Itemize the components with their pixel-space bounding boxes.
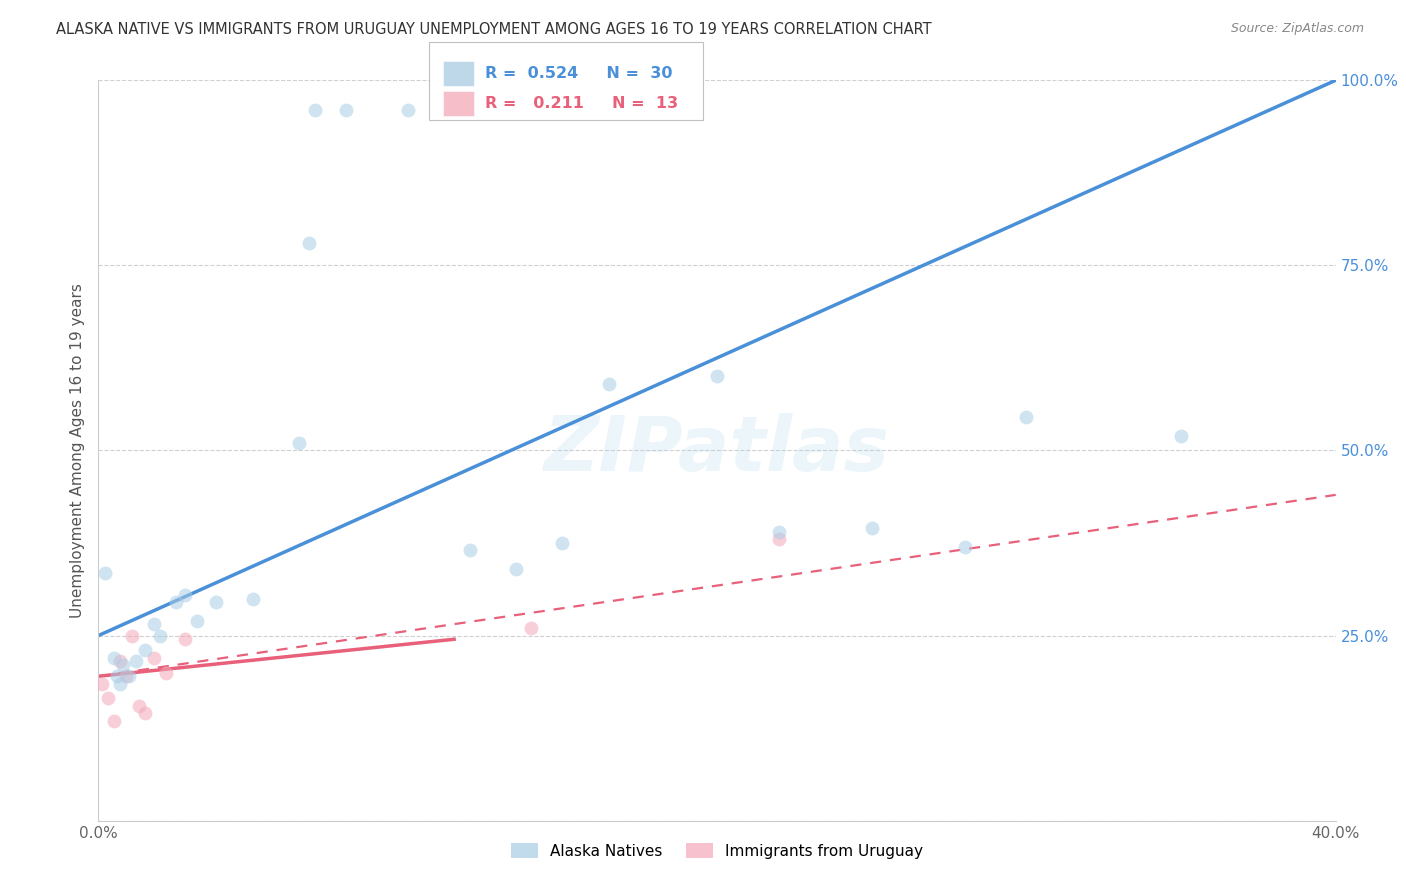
Point bbox=[205, 595, 228, 609]
Point bbox=[174, 588, 197, 602]
Point bbox=[860, 521, 883, 535]
Point bbox=[396, 103, 419, 117]
Point bbox=[298, 236, 321, 251]
Point bbox=[165, 595, 187, 609]
Text: Source: ZipAtlas.com: Source: ZipAtlas.com bbox=[1230, 22, 1364, 36]
Point bbox=[97, 691, 120, 706]
Point bbox=[520, 621, 543, 635]
Point bbox=[105, 669, 128, 683]
Point bbox=[121, 628, 143, 642]
Point bbox=[143, 617, 166, 632]
Legend: Alaska Natives, Immigrants from Uruguay: Alaska Natives, Immigrants from Uruguay bbox=[505, 837, 929, 865]
Point bbox=[174, 632, 197, 647]
Point bbox=[242, 591, 264, 606]
Point bbox=[186, 614, 208, 628]
Point bbox=[115, 669, 138, 683]
Point bbox=[108, 655, 131, 669]
Point bbox=[551, 536, 574, 550]
Point bbox=[128, 698, 150, 713]
Point bbox=[335, 103, 357, 117]
Point bbox=[103, 714, 125, 728]
Point bbox=[149, 628, 172, 642]
Point bbox=[706, 369, 728, 384]
Point bbox=[90, 676, 112, 690]
Point bbox=[134, 643, 156, 657]
Point bbox=[304, 103, 326, 117]
Point bbox=[134, 706, 156, 721]
Point bbox=[505, 562, 527, 576]
Point bbox=[768, 533, 790, 547]
Point bbox=[288, 436, 311, 450]
Point bbox=[143, 650, 166, 665]
Point bbox=[155, 665, 177, 680]
Point bbox=[458, 543, 481, 558]
Point bbox=[953, 540, 976, 554]
Point bbox=[124, 655, 146, 669]
Point bbox=[103, 650, 125, 665]
Point bbox=[598, 376, 620, 391]
Text: ALASKA NATIVE VS IMMIGRANTS FROM URUGUAY UNEMPLOYMENT AMONG AGES 16 TO 19 YEARS : ALASKA NATIVE VS IMMIGRANTS FROM URUGUAY… bbox=[56, 22, 932, 37]
Point bbox=[1015, 410, 1038, 425]
Point bbox=[768, 524, 790, 539]
Point bbox=[93, 566, 115, 580]
Point bbox=[1170, 428, 1192, 442]
Point bbox=[112, 658, 135, 673]
Text: R =   0.211     N =  13: R = 0.211 N = 13 bbox=[485, 95, 678, 111]
Text: ZIPatlas: ZIPatlas bbox=[544, 414, 890, 487]
Text: R =  0.524     N =  30: R = 0.524 N = 30 bbox=[485, 66, 672, 81]
Y-axis label: Unemployment Among Ages 16 to 19 years: Unemployment Among Ages 16 to 19 years bbox=[69, 283, 84, 618]
Point bbox=[108, 676, 131, 690]
Point bbox=[118, 669, 141, 683]
